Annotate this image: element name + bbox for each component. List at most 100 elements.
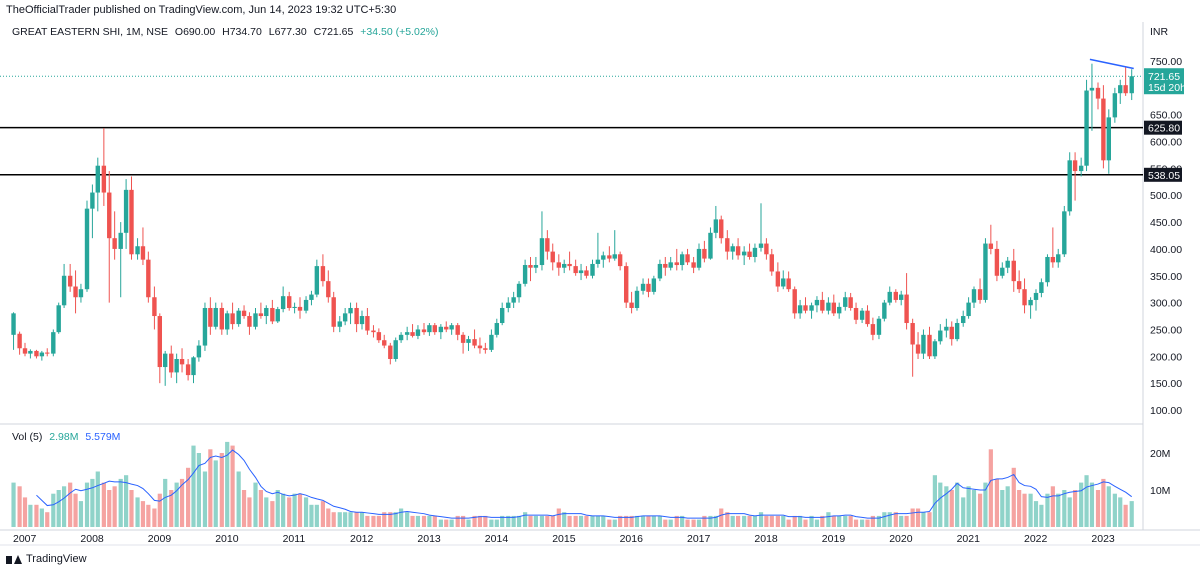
symbol-legend: GREAT EASTERN SHI, 1M, NSE O690.00 H734.… [12, 26, 443, 38]
volume-label[interactable]: Vol (5) [12, 431, 43, 443]
volume-bar [1123, 504, 1128, 527]
candle-body [769, 254, 774, 272]
candle-body [410, 332, 415, 336]
candle-body [1062, 211, 1067, 255]
volume-bar [798, 515, 803, 527]
candle-body [432, 325, 437, 333]
volume-bar [17, 486, 22, 527]
volume-bar [764, 515, 769, 527]
volume-bar [270, 501, 275, 527]
volume-bar [472, 515, 477, 527]
x-tick-label: 2008 [80, 533, 104, 545]
candle-body [331, 297, 336, 327]
candle-body [152, 297, 157, 317]
volume-bar [1022, 493, 1027, 527]
volume-bar [264, 497, 269, 527]
candle-body [949, 326, 954, 340]
volume-bar [140, 501, 146, 527]
volume-bar [78, 501, 84, 527]
candle-body [297, 306, 303, 311]
symbol-name[interactable]: GREAT EASTERN SHI, 1M, NSE [12, 26, 168, 38]
volume-bar [893, 512, 898, 527]
volume-bar [769, 515, 774, 527]
volume-tick-label: 20M [1150, 448, 1170, 460]
candle-body [427, 325, 432, 333]
volume-bar [876, 515, 882, 527]
candle-body [556, 262, 562, 268]
candle-body [398, 334, 404, 341]
volume-bar [196, 453, 201, 527]
candle-body [634, 290, 640, 308]
candle-body [1112, 93, 1118, 118]
candle-body [404, 332, 410, 335]
candle-body [1106, 117, 1111, 161]
volume-bar [477, 515, 483, 527]
volume-bar [331, 512, 336, 527]
candle-body [539, 238, 545, 266]
candle-body [326, 281, 331, 298]
candle-body [859, 310, 865, 320]
candle-body [1033, 292, 1039, 300]
candle-body [545, 238, 550, 252]
volume-bar [455, 515, 460, 527]
candle-body [348, 307, 353, 314]
volume-bar [691, 519, 696, 527]
volume-bar [663, 519, 668, 527]
volume-bar [1039, 504, 1044, 527]
candle-body [1101, 98, 1106, 161]
candle-body [292, 306, 297, 308]
candle-body [494, 323, 499, 335]
volume-bar [781, 515, 786, 527]
candle-body [870, 324, 876, 335]
volume-bar [1089, 482, 1095, 527]
candle-body [612, 254, 617, 259]
volume-bar [225, 441, 230, 527]
candle-body [280, 296, 286, 310]
volume-bar [899, 515, 904, 527]
volume-bar [95, 471, 100, 527]
candle-body [814, 299, 820, 306]
volume-bar [882, 512, 887, 527]
volume-bar [34, 504, 39, 527]
volume-bar [1000, 490, 1005, 527]
candle-body [977, 289, 983, 300]
volume-bar [640, 515, 646, 527]
volume-bar [405, 512, 410, 527]
volume-bar [927, 512, 932, 527]
candle-body [112, 238, 117, 249]
volume-bar [101, 482, 106, 527]
volume-bar [449, 519, 454, 527]
volume-bar [258, 490, 263, 527]
candle-body [1067, 160, 1072, 212]
candle-body [607, 255, 612, 259]
candle-body [146, 259, 151, 298]
candle-body [438, 326, 444, 333]
volume-bar [73, 493, 78, 527]
x-tick-label: 2007 [13, 533, 37, 545]
volume-bar [994, 478, 1000, 527]
candle-body [202, 307, 208, 346]
candle-body [135, 246, 140, 255]
volume-bar [303, 497, 309, 527]
candle-body [954, 323, 960, 340]
volume-bar [758, 512, 764, 527]
candle-body [371, 330, 376, 333]
candle-body [1050, 256, 1056, 263]
candle-body [365, 316, 370, 331]
candle-body [213, 307, 218, 327]
volume-bar [56, 490, 61, 527]
candle-body [629, 302, 634, 308]
volume-bar [489, 519, 494, 527]
volume-bar [169, 490, 174, 527]
candle-body [1022, 289, 1027, 306]
volume-bar [230, 445, 235, 527]
volume-bar [410, 515, 415, 527]
volume-bar [68, 482, 73, 527]
volume-bar [708, 515, 713, 527]
volume-bar [601, 515, 606, 527]
volume-bar [910, 508, 915, 527]
candle-body [624, 266, 629, 303]
candle-body [988, 243, 994, 249]
volume-bar [1045, 493, 1050, 527]
